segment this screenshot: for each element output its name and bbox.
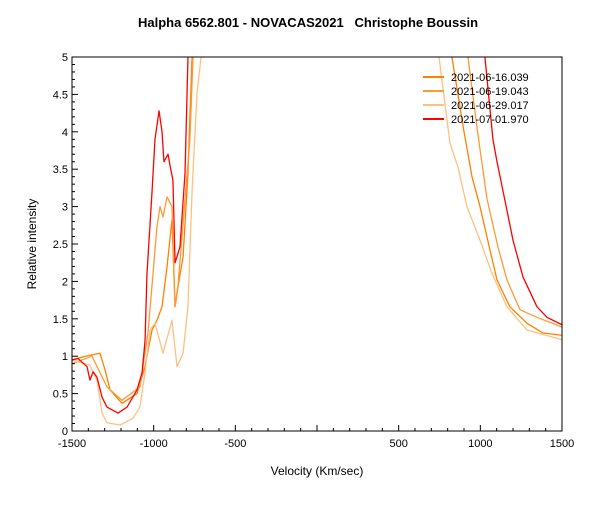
series-line-2-segment-0 bbox=[72, 57, 202, 426]
y-tick-label: 2 bbox=[62, 276, 68, 288]
x-tick-label: -1000 bbox=[140, 438, 168, 450]
x-tick-label: 1500 bbox=[550, 438, 574, 450]
y-tick-label: 3.5 bbox=[53, 164, 68, 176]
series-line-1-segment-1 bbox=[467, 57, 562, 328]
y-tick-label: 1.5 bbox=[53, 314, 68, 326]
series-line-3-segment-1 bbox=[484, 57, 562, 326]
legend-label: 2021-06-19.043 bbox=[451, 86, 529, 98]
legend-label: 2021-06-29.017 bbox=[451, 100, 529, 112]
series-line-0-segment-1 bbox=[451, 57, 562, 336]
series-line-1-segment-0 bbox=[72, 57, 194, 401]
series-line-3-segment-0 bbox=[72, 57, 189, 414]
y-tick-label: 0 bbox=[62, 426, 68, 438]
legend: 2021-06-16.039 2021-06-19.043 2021-06-29.0… bbox=[423, 72, 529, 126]
x-tick-label: -500 bbox=[224, 438, 246, 450]
y-axis-label: Relative intensity bbox=[25, 199, 39, 290]
series-line-2-segment-1 bbox=[438, 57, 562, 341]
x-tick-label: -1500 bbox=[58, 438, 86, 450]
y-tick-label: 1 bbox=[62, 351, 68, 363]
y-tick-label: 3 bbox=[62, 202, 68, 214]
chart-title: Halpha 6562.801 - NOVACAS2021 Christophe… bbox=[138, 15, 478, 30]
legend-label: 2021-06-16.039 bbox=[451, 72, 529, 84]
y-tick-label: 4.5 bbox=[53, 89, 68, 101]
legend-label: 2021-07-01.970 bbox=[451, 114, 529, 126]
x-tick-label: 500 bbox=[389, 438, 407, 450]
y-tick-label: 4 bbox=[62, 127, 68, 139]
y-tick-label: 2.5 bbox=[53, 239, 68, 251]
y-tick-label: 0.5 bbox=[53, 389, 68, 401]
y-tick-label: 5 bbox=[62, 52, 68, 64]
x-tick-label: 1000 bbox=[468, 438, 492, 450]
x-axis-label: Velocity (Km/sec) bbox=[271, 464, 364, 478]
